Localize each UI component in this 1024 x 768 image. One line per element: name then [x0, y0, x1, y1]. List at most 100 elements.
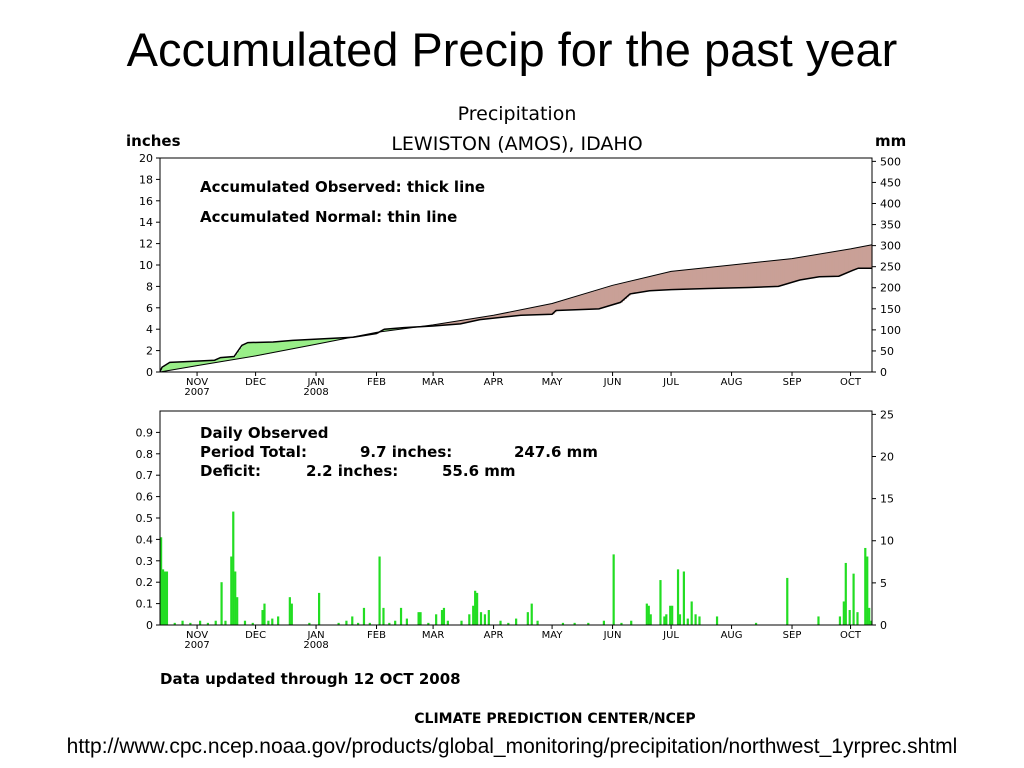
- difference-fill: [397, 328, 401, 330]
- daily-bar: [442, 607, 446, 625]
- difference-fill: [665, 272, 668, 290]
- difference-fill: [614, 284, 618, 305]
- difference-fill: [616, 284, 620, 304]
- daily-bar: [181, 620, 184, 625]
- difference-fill: [659, 274, 662, 291]
- difference-fill: [832, 251, 836, 277]
- year-label: 2007: [184, 387, 209, 398]
- difference-fill: [727, 265, 731, 289]
- difference-fill: [460, 320, 463, 324]
- daily-bar: [659, 580, 662, 625]
- y-tick-label: 0.2: [136, 576, 154, 589]
- difference-fill: [197, 361, 200, 366]
- accumulated-right-axis: 0 50 100 150 200 250 300 350 400 450 500: [872, 155, 901, 379]
- difference-fill: [680, 270, 684, 290]
- normal-line: [159, 244, 873, 373]
- daily-bar: [669, 605, 672, 625]
- difference-fill: [754, 262, 758, 288]
- difference-fill: [544, 305, 547, 315]
- legend-period-total-label: Period Total:: [200, 443, 307, 461]
- difference-fill: [321, 338, 325, 344]
- difference-fill: [793, 258, 797, 282]
- y-tick-label: 12: [139, 238, 153, 251]
- difference-fill: [706, 267, 709, 289]
- difference-fill: [479, 317, 483, 320]
- difference-fill: [577, 295, 580, 310]
- difference-fill: [565, 299, 569, 311]
- difference-fill: [725, 265, 729, 289]
- difference-fill: [271, 342, 274, 353]
- difference-fill: [700, 268, 703, 289]
- daily-bar: [515, 618, 518, 625]
- difference-fill: [647, 276, 651, 292]
- difference-fill: [690, 269, 694, 290]
- difference-fill: [829, 252, 832, 277]
- month-label: OCT: [840, 377, 862, 388]
- month-label: APR: [484, 630, 504, 641]
- y2-tick-label: 0: [880, 366, 887, 379]
- month-label: JAN: [307, 377, 325, 388]
- difference-fill: [450, 322, 454, 325]
- difference-fill: [735, 264, 739, 288]
- difference-fill: [472, 318, 475, 322]
- difference-fill: [161, 367, 165, 372]
- difference-fill: [704, 267, 707, 289]
- y-tick-label: 0.3: [136, 555, 154, 568]
- daily-bar: [290, 603, 293, 625]
- daily-bar: [251, 622, 254, 625]
- difference-fill: [222, 357, 225, 362]
- source-url[interactable]: http://www.cpc.ncep.noaa.gov/products/gl…: [66, 735, 958, 758]
- daily-bar: [199, 620, 202, 625]
- month-label: DEC: [245, 377, 266, 388]
- difference-fill: [232, 356, 235, 360]
- difference-fill: [686, 269, 690, 290]
- daily-bar: [163, 571, 167, 625]
- daily-bar: [161, 569, 165, 625]
- daily-bar: [663, 616, 666, 625]
- difference-fill: [316, 339, 319, 345]
- difference-fill: [591, 291, 594, 310]
- y2-tick-label: 100: [880, 324, 901, 337]
- difference-fill: [702, 268, 705, 289]
- difference-fill: [587, 292, 590, 310]
- difference-fill: [238, 350, 241, 359]
- difference-fill: [503, 313, 506, 318]
- daily-bar: [476, 592, 479, 625]
- difference-fill: [253, 342, 257, 357]
- daily-bar: [868, 607, 871, 625]
- difference-fill: [643, 277, 647, 292]
- difference-fill: [300, 340, 303, 348]
- difference-fill: [187, 361, 190, 368]
- difference-fill: [501, 313, 504, 318]
- difference-fill: [688, 269, 692, 290]
- difference-fill: [476, 318, 479, 321]
- daily-bar: [645, 603, 648, 625]
- difference-fill: [310, 339, 313, 346]
- y2-tick-label: 300: [880, 240, 901, 253]
- y-tick-label: 0.4: [136, 533, 154, 546]
- difference-fill: [745, 263, 748, 288]
- daily-bar: [754, 622, 758, 625]
- difference-fill: [864, 246, 867, 269]
- daily-bar: [671, 605, 674, 625]
- daily-bar: [487, 610, 490, 625]
- difference-fill: [717, 266, 721, 289]
- difference-fill: [199, 361, 202, 366]
- difference-fill: [298, 340, 302, 348]
- difference-fill: [171, 362, 175, 370]
- y2-tick-label: 200: [880, 282, 901, 295]
- difference-fill: [483, 316, 487, 320]
- difference-fill: [743, 263, 746, 288]
- difference-fill: [257, 342, 261, 356]
- difference-fill: [179, 361, 183, 369]
- difference-fill: [632, 280, 635, 294]
- difference-fill: [557, 301, 561, 311]
- daily-bar: [694, 614, 697, 625]
- daily-bar: [243, 620, 247, 625]
- difference-fill: [579, 295, 582, 310]
- difference-fill: [284, 341, 288, 351]
- difference-fill: [520, 309, 524, 316]
- difference-fill: [844, 249, 848, 274]
- difference-fill: [511, 311, 514, 317]
